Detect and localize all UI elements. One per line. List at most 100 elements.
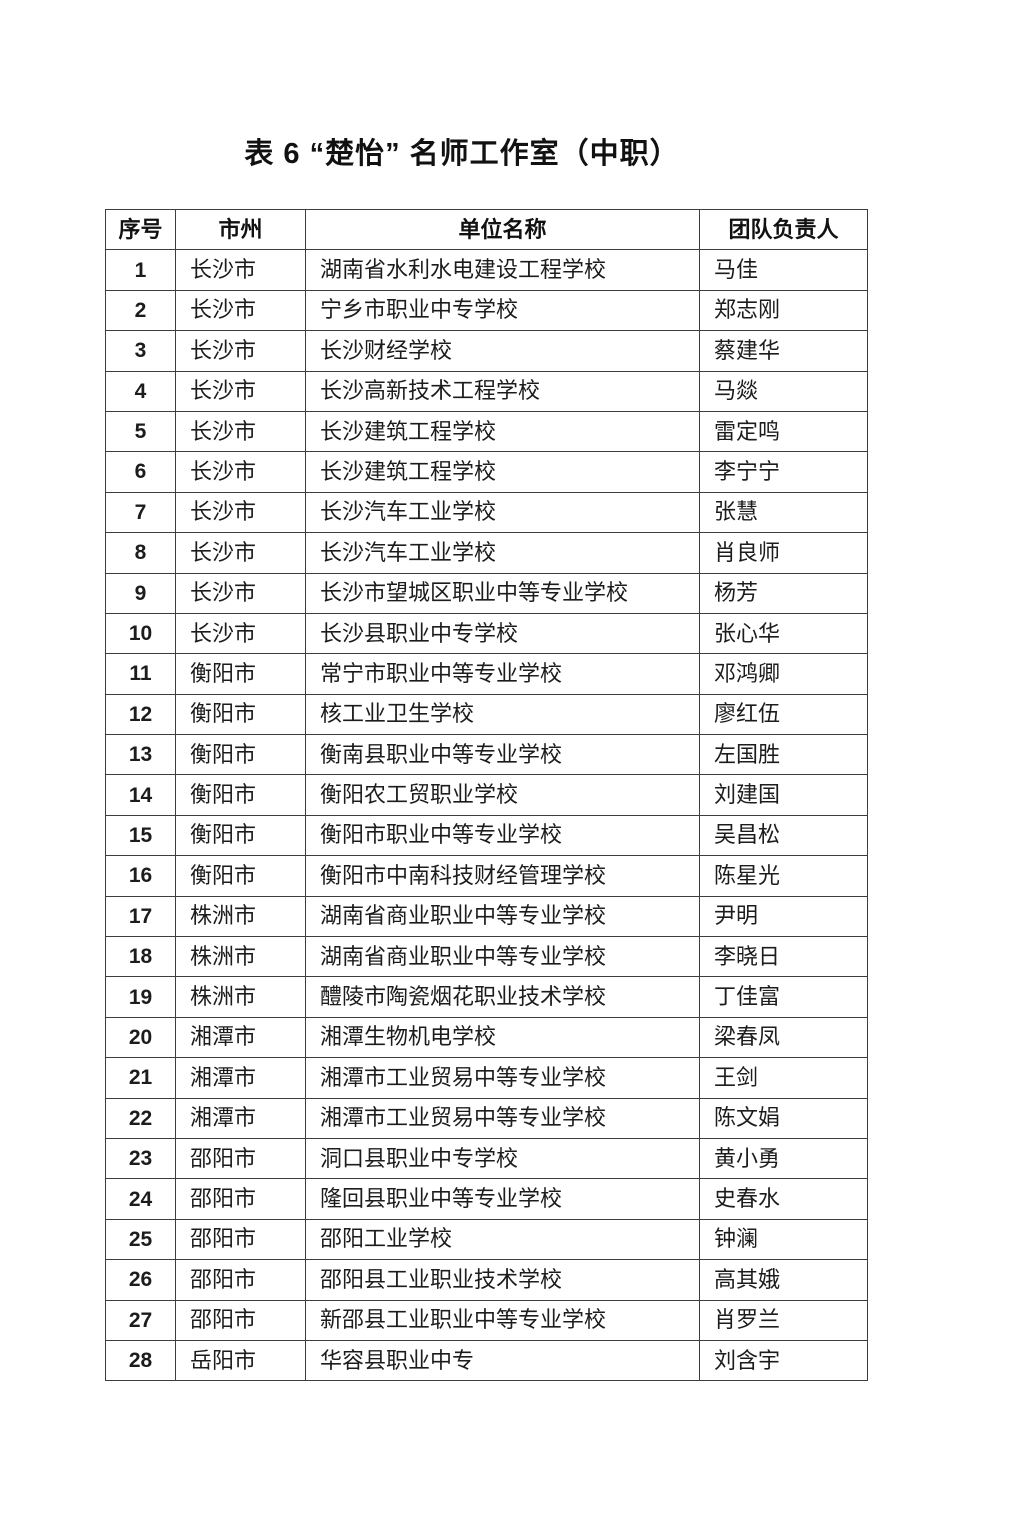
table-row: 9 长沙市 长沙市望城区职业中等专业学校 杨芳 <box>105 572 868 614</box>
cell-index: 9 <box>105 572 176 614</box>
table-row: 23 邵阳市 洞口县职业中专学校 黄小勇 <box>105 1137 868 1180</box>
cell-leader: 黄小勇 <box>699 1137 868 1180</box>
cell-unit: 新邵县工业职业中等专业学校 <box>305 1299 700 1341</box>
cell-unit: 核工业卫生学校 <box>305 693 700 736</box>
cell-unit: 长沙财经学校 <box>305 330 700 372</box>
cell-unit: 长沙建筑工程学校 <box>305 451 700 493</box>
cell-index: 21 <box>105 1057 176 1099</box>
table-row: 10 长沙市 长沙县职业中专学校 张心华 <box>105 612 868 655</box>
table-row: 1 长沙市 湖南省水利水电建设工程学校 马佳 <box>105 249 868 291</box>
cell-index: 12 <box>105 693 176 736</box>
cell-index: 2 <box>105 289 176 332</box>
cell-leader: 吴昌松 <box>699 814 868 857</box>
cell-unit: 洞口县职业中专学校 <box>305 1137 700 1180</box>
cell-unit: 湘潭生物机电学校 <box>305 1016 700 1059</box>
cell-city: 衡阳市 <box>175 774 306 816</box>
table-row: 6 长沙市 长沙建筑工程学校 李宁宁 <box>105 451 868 493</box>
table-row: 4 长沙市 长沙高新技术工程学校 马燚 <box>105 370 868 412</box>
cell-index: 16 <box>105 855 176 897</box>
table-row: 21 湘潭市 湘潭市工业贸易中等专业学校 王剑 <box>105 1057 868 1099</box>
cell-unit: 湖南省商业职业中等专业学校 <box>305 936 700 978</box>
cell-city: 株洲市 <box>175 936 306 978</box>
cell-leader: 李晓日 <box>699 936 868 978</box>
cell-leader: 张慧 <box>699 491 868 534</box>
table-row: 27 邵阳市 新邵县工业职业中等专业学校 肖罗兰 <box>105 1299 868 1341</box>
cell-index: 14 <box>105 774 176 816</box>
cell-index: 17 <box>105 895 176 938</box>
cell-index: 3 <box>105 330 176 372</box>
table-row: 15 衡阳市 衡阳市职业中等专业学校 吴昌松 <box>105 814 868 857</box>
cell-city: 邵阳市 <box>175 1259 306 1301</box>
cell-index: 8 <box>105 532 176 574</box>
header-row: 序号 市州 单位名称 团队负责人 <box>105 208 868 251</box>
cell-unit: 邵阳县工业职业技术学校 <box>305 1259 700 1301</box>
cell-leader: 刘含宇 <box>699 1339 868 1382</box>
cell-unit: 衡阳市职业中等专业学校 <box>305 814 700 857</box>
table-row: 11 衡阳市 常宁市职业中等专业学校 邓鸿卿 <box>105 653 868 695</box>
cell-leader: 李宁宁 <box>699 451 868 493</box>
cell-index: 27 <box>105 1299 176 1341</box>
cell-city: 湘潭市 <box>175 1016 306 1059</box>
cell-leader: 雷定鸣 <box>699 410 868 453</box>
cell-city: 邵阳市 <box>175 1137 306 1180</box>
column-header-city: 市州 <box>175 208 306 251</box>
table-row: 24 邵阳市 隆回县职业中等专业学校 史春水 <box>105 1178 868 1220</box>
cell-leader: 廖红伍 <box>699 693 868 736</box>
cell-city: 邵阳市 <box>175 1218 306 1261</box>
table-row: 17 株洲市 湖南省商业职业中等专业学校 尹明 <box>105 895 868 938</box>
table-row: 5 长沙市 长沙建筑工程学校 雷定鸣 <box>105 410 868 453</box>
cell-index: 28 <box>105 1339 176 1382</box>
table-row: 26 邵阳市 邵阳县工业职业技术学校 高其娥 <box>105 1259 868 1301</box>
cell-leader: 尹明 <box>699 895 868 938</box>
cell-leader: 左国胜 <box>699 734 868 776</box>
cell-city: 长沙市 <box>175 532 306 574</box>
column-header-unit: 单位名称 <box>305 208 700 251</box>
cell-leader: 丁佳富 <box>699 976 868 1018</box>
cell-index: 19 <box>105 976 176 1018</box>
table-row: 25 邵阳市 邵阳工业学校 钟澜 <box>105 1218 868 1261</box>
cell-unit: 常宁市职业中等专业学校 <box>305 653 700 695</box>
cell-unit: 长沙市望城区职业中等专业学校 <box>305 572 700 614</box>
table-row: 3 长沙市 长沙财经学校 蔡建华 <box>105 330 868 372</box>
table-row: 22 湘潭市 湘潭市工业贸易中等专业学校 陈文娟 <box>105 1097 868 1139</box>
cell-unit: 长沙汽车工业学校 <box>305 491 700 534</box>
cell-city: 邵阳市 <box>175 1178 306 1220</box>
table-row: 7 长沙市 长沙汽车工业学校 张慧 <box>105 491 868 534</box>
cell-city: 衡阳市 <box>175 734 306 776</box>
cell-city: 岳阳市 <box>175 1339 306 1382</box>
cell-index: 7 <box>105 491 176 534</box>
cell-index: 26 <box>105 1259 176 1301</box>
cell-index: 11 <box>105 653 176 695</box>
cell-city: 衡阳市 <box>175 814 306 857</box>
cell-leader: 蔡建华 <box>699 330 868 372</box>
cell-index: 13 <box>105 734 176 776</box>
cell-city: 长沙市 <box>175 410 306 453</box>
cell-index: 4 <box>105 370 176 412</box>
cell-index: 10 <box>105 612 176 655</box>
cell-city: 湘潭市 <box>175 1097 306 1139</box>
cell-leader: 梁春凤 <box>699 1016 868 1059</box>
cell-city: 长沙市 <box>175 330 306 372</box>
cell-leader: 马燚 <box>699 370 868 412</box>
table-row: 16 衡阳市 衡阳市中南科技财经管理学校 陈星光 <box>105 855 868 897</box>
cell-unit: 宁乡市职业中专学校 <box>305 289 700 332</box>
cell-index: 20 <box>105 1016 176 1059</box>
cell-leader: 邓鸿卿 <box>699 653 868 695</box>
table-row: 20 湘潭市 湘潭生物机电学校 梁春凤 <box>105 1016 868 1059</box>
cell-unit: 醴陵市陶瓷烟花职业技术学校 <box>305 976 700 1018</box>
cell-unit: 长沙县职业中专学校 <box>305 612 700 655</box>
cell-index: 24 <box>105 1178 176 1220</box>
cell-leader: 高其娥 <box>699 1259 868 1301</box>
cell-unit: 长沙建筑工程学校 <box>305 410 700 453</box>
cell-unit: 湖南省水利水电建设工程学校 <box>305 249 700 291</box>
cell-city: 长沙市 <box>175 491 306 534</box>
cell-unit: 隆回县职业中等专业学校 <box>305 1178 700 1220</box>
cell-leader: 史春水 <box>699 1178 868 1220</box>
workshop-table: 序号 市州 单位名称 团队负责人 1 长沙市 湖南省水利水电建设工程学校 马佳 2 长沙市… <box>105 208 868 1382</box>
cell-city: 长沙市 <box>175 612 306 655</box>
cell-index: 25 <box>105 1218 176 1261</box>
cell-city: 长沙市 <box>175 572 306 614</box>
cell-city: 湘潭市 <box>175 1057 306 1099</box>
cell-city: 长沙市 <box>175 289 306 332</box>
